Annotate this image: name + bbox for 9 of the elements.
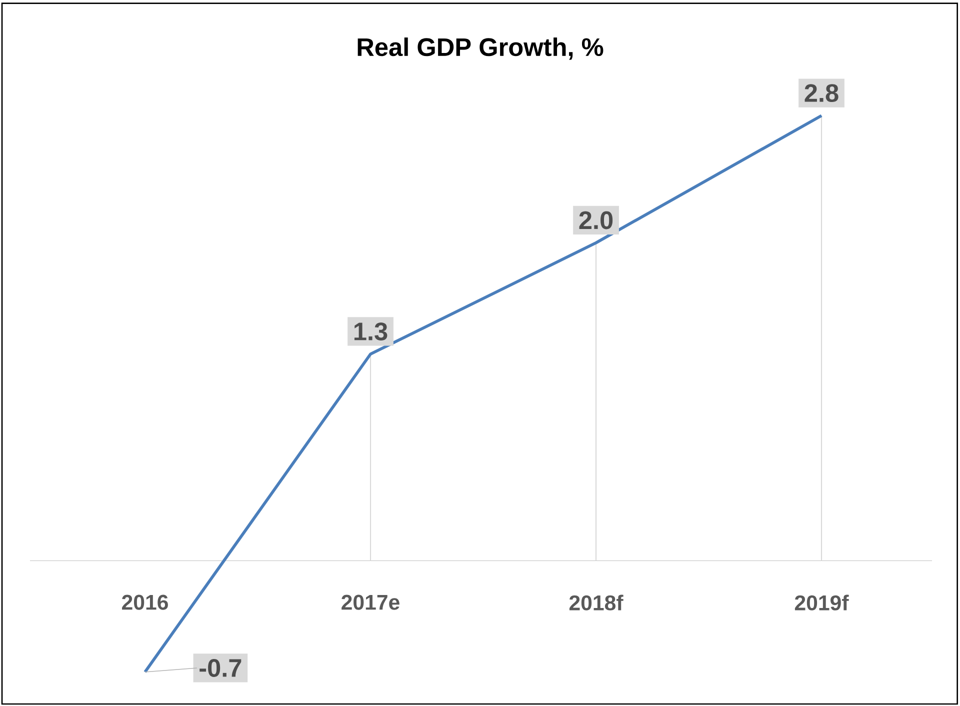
data-label: 2.8 (804, 84, 838, 102)
x-tick-label: 2016 (122, 594, 168, 610)
x-tick-label: 2019f (794, 594, 849, 610)
data-label: 2.0 (579, 211, 613, 230)
x-tick-label: 2018f (569, 594, 624, 610)
data-label: 1.3 (354, 322, 388, 340)
x-tick-label: 2017e (342, 594, 400, 610)
chart-title: Real GDP Growth, % (358, 38, 604, 60)
data-label: -0.7 (200, 659, 242, 677)
